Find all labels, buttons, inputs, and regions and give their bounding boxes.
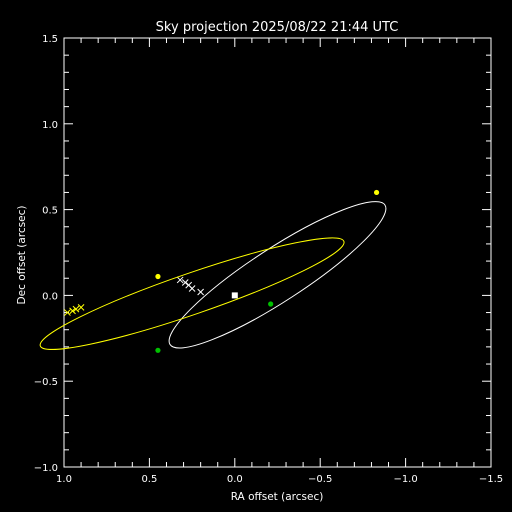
track-point [69,307,76,315]
y-tick-label: 1.5 [42,34,58,45]
track-point [181,279,189,286]
track-point-stroke [64,309,71,316]
x-tick-label: −1.0 [393,474,417,485]
track-point [197,288,204,296]
x-tick-label: −1.5 [479,474,503,485]
track-point-stroke [176,276,184,284]
chart-title: Sky projection 2025/08/22 21:44 UTC [156,20,399,35]
track-point [77,304,85,311]
track-point [64,309,71,316]
track-point-stroke [77,304,85,311]
y-tick-label: −0.5 [34,377,58,388]
x-axis-label: RA offset (arcsec) [231,491,324,503]
orbit-marker [155,347,161,353]
x-tick-label: 0.5 [141,474,157,485]
track-point-stroke [181,279,189,286]
y-tick-label: 0.0 [42,291,58,302]
track-point [188,285,196,292]
x-tick-label: 0.0 [227,474,243,485]
orbit-ellipse-white [168,201,387,349]
track-point-stroke [69,307,76,315]
y-tick-label: 0.5 [42,206,58,217]
track-point [72,305,80,313]
primary-star-marker [231,292,238,299]
track-point-stroke [185,281,193,289]
y-tick-label: 1.0 [42,120,58,131]
orbit-marker [373,189,380,196]
orbit-ellipse-yellow [39,237,345,350]
orbit-marker [268,301,274,307]
orbit-marker [155,273,161,280]
x-tick-label: 1.0 [56,474,72,485]
x-tick-label: −0.5 [308,474,332,485]
track-point-stroke [197,288,204,296]
y-tick-label: −1.0 [34,463,58,474]
y-axis-label: Dec offset (arcsec) [16,206,28,305]
track-point [176,276,184,284]
track-point-stroke [188,285,196,292]
track-point-stroke [72,305,80,313]
plot-area-frame [63,37,492,468]
